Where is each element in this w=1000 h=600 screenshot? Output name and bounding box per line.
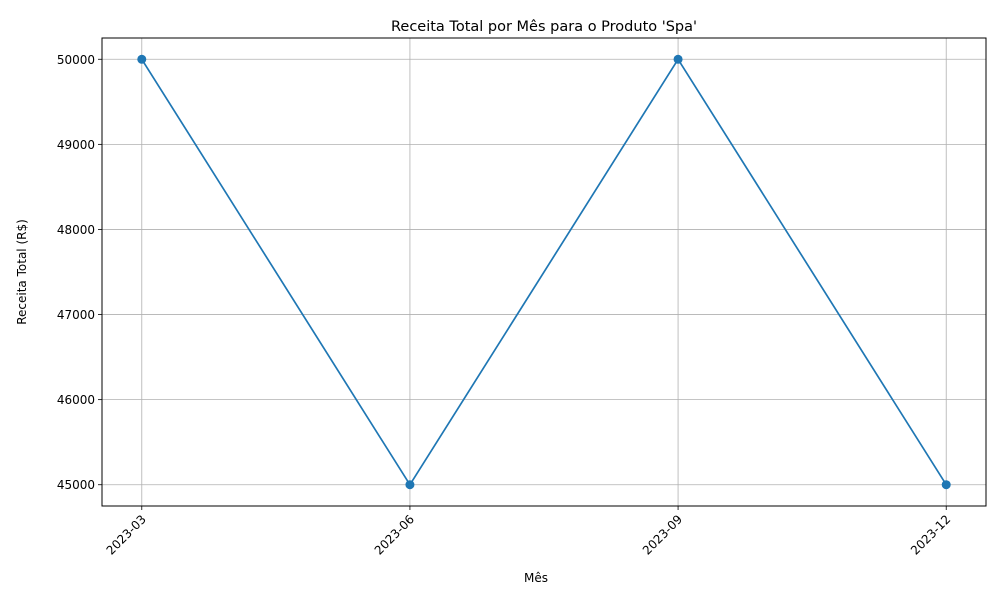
series-line [141,58,947,486]
data-point [405,480,415,490]
y-tick-label: 45000 [57,478,95,492]
y-tick-label: 47000 [57,308,95,322]
grid [102,38,986,506]
y-axis-label: Receita Total (R$) [15,219,29,325]
x-axis-label: Mês [524,571,548,585]
ticks: 2023-03 2023-06 2023-09 2023-12 45000 46000 47… [57,53,954,558]
y-tick-label: 48000 [57,223,95,237]
y-tick-label: 50000 [57,53,95,67]
x-tick-label: 2023-06 [372,512,417,557]
chart-title: Receita Total por Mês para o Produto 'Sp… [391,19,697,35]
x-tick-label: 2023-03 [104,512,149,557]
x-tick-label: 2023-09 [640,512,685,557]
data-point [673,54,683,64]
x-tick-label: 2023-12 [908,512,953,557]
data-point [137,54,147,64]
series-layer [137,54,951,490]
plot-frame [101,37,987,507]
y-tick-label: 46000 [57,393,95,407]
data-point [941,480,951,490]
y-tick-label: 49000 [57,138,95,152]
